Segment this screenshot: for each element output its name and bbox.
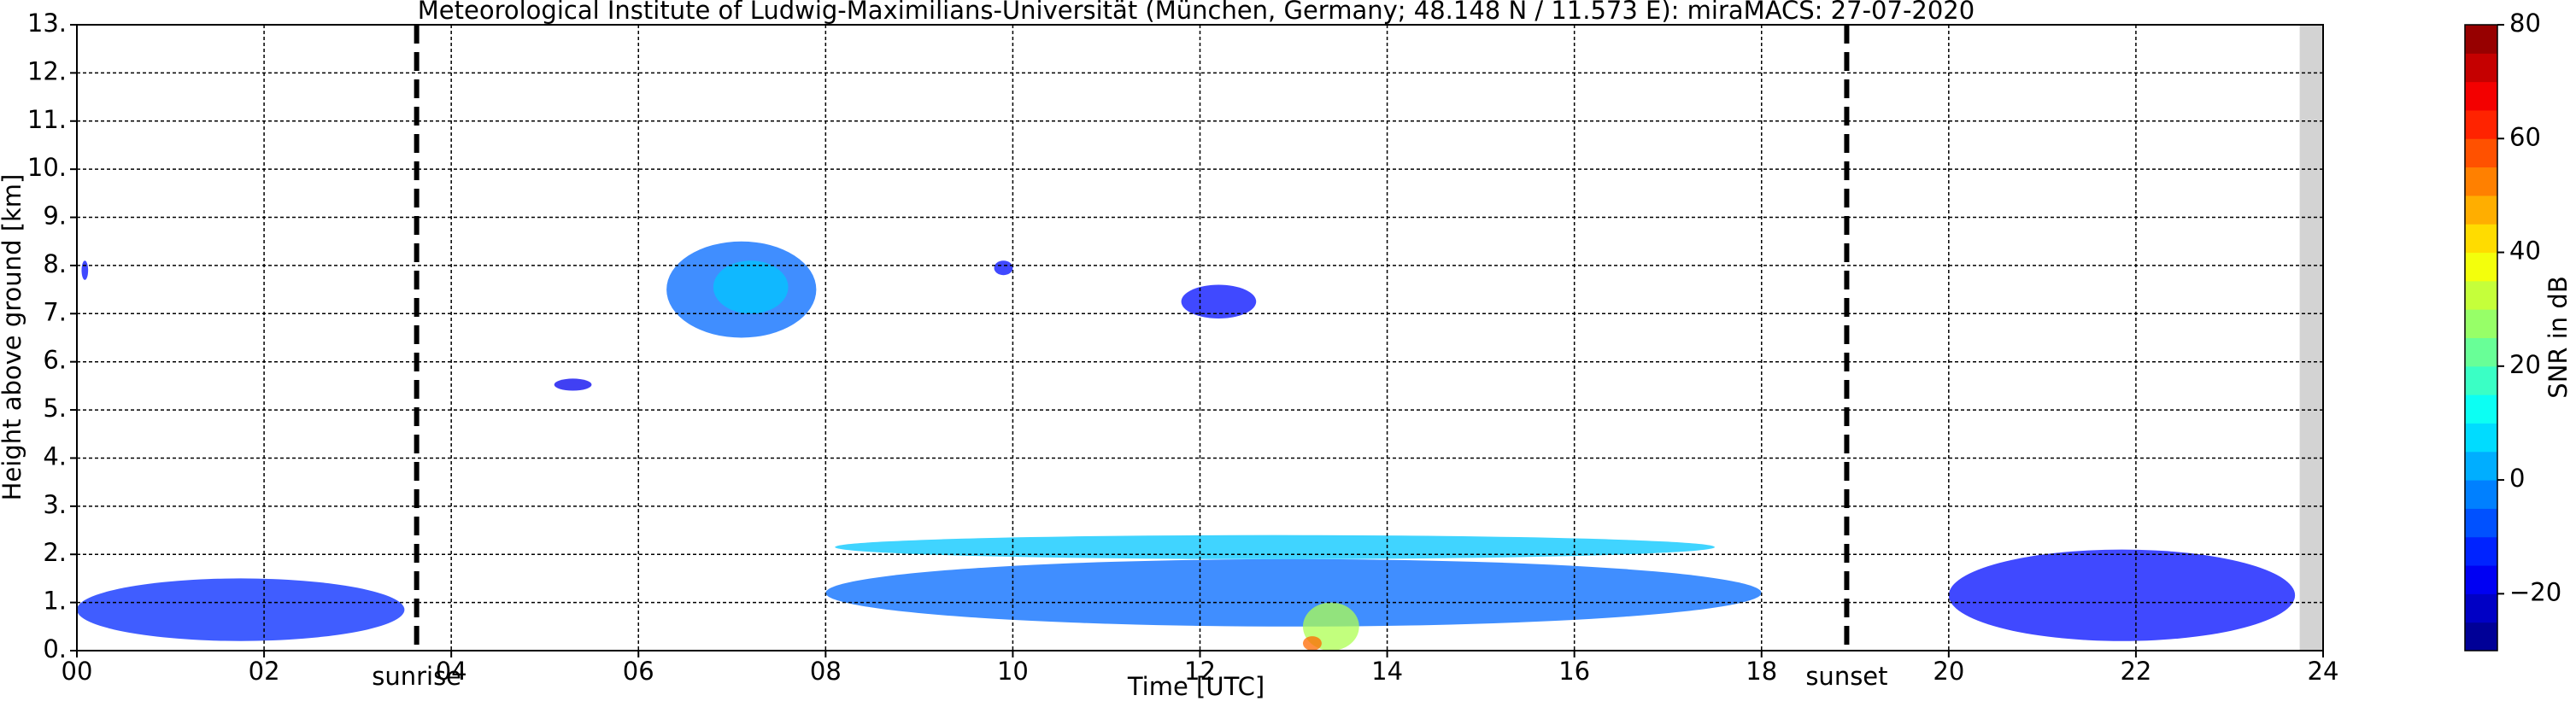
x-tick-label: 14 — [1371, 657, 1403, 686]
echo — [1302, 636, 1322, 651]
colorbar-tick-label: 20 — [2509, 350, 2541, 379]
x-tick-label: 04 — [436, 657, 467, 686]
echo — [835, 535, 1715, 559]
colorbar-band — [2465, 508, 2497, 538]
colorbar-band — [2465, 565, 2497, 594]
colorbar-band — [2465, 25, 2497, 54]
colorbar-band — [2465, 109, 2497, 139]
y-tick-label: 7. — [43, 297, 67, 326]
colorbar-band — [2465, 309, 2497, 338]
y-tick-label: 1. — [43, 587, 67, 616]
x-tick-label: 22 — [2120, 657, 2151, 686]
colorbar-band — [2465, 167, 2497, 196]
y-tick-label: 10. — [27, 153, 67, 182]
colorbar-band — [2465, 480, 2497, 509]
echo — [1181, 284, 1257, 318]
echo — [1948, 549, 2296, 641]
echo — [81, 260, 89, 280]
x-tick-label: 20 — [1933, 657, 1964, 686]
colorbar-band — [2465, 622, 2497, 651]
x-tick-label: 10 — [997, 657, 1029, 686]
y-tick-label: 0. — [43, 634, 67, 663]
colorbar-band — [2465, 593, 2497, 623]
colorbar-label: SNR in dB — [2544, 276, 2573, 398]
event-label: sunrise — [372, 662, 461, 691]
colorbar-tick-label: 80 — [2509, 9, 2541, 38]
x-axis-label: Time [UTC] — [1127, 672, 1265, 701]
x-tick-label: 24 — [2308, 657, 2339, 686]
x-tick-label: 18 — [1746, 657, 1777, 686]
y-tick-label: 2. — [43, 538, 67, 567]
colorbar-band — [2465, 195, 2497, 225]
echo — [825, 558, 1762, 627]
colorbar-band — [2465, 53, 2497, 83]
x-tick-label: 02 — [249, 657, 280, 686]
event-label: sunset — [1805, 662, 1887, 691]
x-tick-label: 06 — [623, 657, 654, 686]
echo — [76, 578, 405, 641]
echo — [713, 260, 789, 314]
colorbar-band — [2465, 252, 2497, 282]
x-tick-label: 08 — [810, 657, 842, 686]
x-tick-label: 00 — [62, 657, 93, 686]
x-tick-label: 12 — [1184, 657, 1216, 686]
colorbar-tick-label: −20 — [2509, 577, 2561, 606]
y-tick-label: 3. — [43, 490, 67, 519]
y-axis-label: Height above ground [km] — [0, 174, 26, 501]
y-tick-label: 12. — [27, 56, 67, 85]
colorbar-band — [2465, 81, 2497, 111]
colorbar-band — [2465, 423, 2497, 453]
echo — [994, 260, 1013, 276]
colorbar-frame — [2464, 24, 2498, 651]
colorbar-band — [2465, 337, 2497, 367]
colorbar-tick-label: 0 — [2509, 464, 2525, 493]
colorbar-band — [2465, 365, 2497, 395]
y-tick-label: 8. — [43, 249, 67, 278]
x-tick-label: 16 — [1558, 657, 1590, 686]
y-tick-label: 5. — [43, 394, 67, 423]
colorbar-band — [2465, 138, 2497, 168]
y-tick-label: 9. — [43, 202, 67, 231]
y-tick-label: 13. — [27, 9, 67, 38]
no-data-region — [2299, 25, 2323, 651]
colorbar-tick-label: 40 — [2509, 237, 2541, 266]
colorbar-tick-label: 60 — [2509, 122, 2541, 151]
y-tick-label: 11. — [27, 105, 67, 134]
y-tick-label: 6. — [43, 346, 67, 375]
colorbar-band — [2465, 536, 2497, 566]
chart-title: Meteorological Institute of Ludwig-Maxim… — [418, 0, 1975, 25]
colorbar-band — [2465, 224, 2497, 254]
echo — [554, 378, 592, 391]
y-tick-label: 4. — [43, 441, 67, 470]
colorbar-band — [2465, 394, 2497, 424]
colorbar-band — [2465, 451, 2497, 481]
colorbar-band — [2465, 280, 2497, 310]
plot-frame — [76, 24, 2324, 651]
